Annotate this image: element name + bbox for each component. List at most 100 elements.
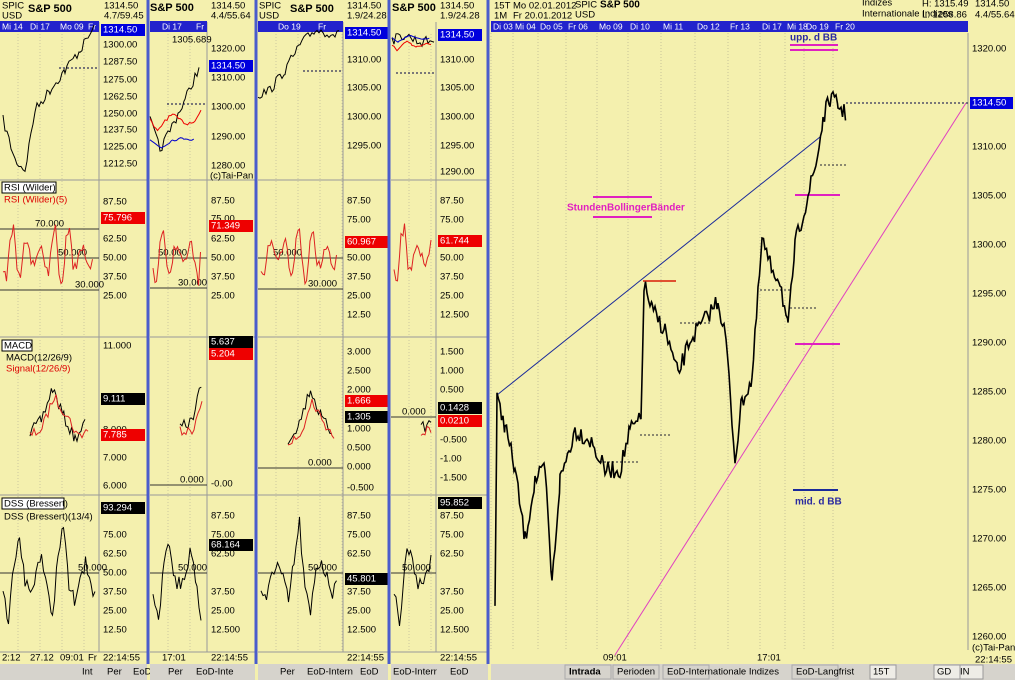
price-box-bg	[970, 97, 1013, 109]
tab-label[interactable]: Intrada	[569, 667, 601, 678]
tab-label[interactable]: EoD	[360, 667, 379, 678]
macd-tick-label: 1.000	[440, 366, 464, 377]
tab-label[interactable]: EoD	[450, 667, 469, 678]
dss-tick-label: 12.500	[211, 625, 240, 636]
dss-tick-label: 37.50	[103, 587, 127, 598]
macd-tick-label: 11.000	[103, 341, 131, 352]
time-label: 27.12	[30, 653, 54, 664]
signal-legend: Signal(12/26/9)	[6, 364, 70, 375]
header-last: 1314.50	[975, 0, 1009, 10]
trace	[420, 419, 432, 432]
trace	[494, 89, 847, 606]
header-currency: USD	[259, 11, 279, 22]
macd-tick-label: -1.500	[440, 473, 467, 484]
header-high: H: 1315.49	[922, 0, 968, 10]
day-label: Mi 11	[663, 21, 683, 31]
trace	[179, 386, 202, 429]
macd-box: 9.111	[103, 394, 125, 405]
macd-box: 0.0210	[440, 416, 469, 427]
price-tick-label: 1290.00	[440, 167, 474, 178]
price-tick-label: 1290.00	[972, 338, 1006, 349]
tab-label[interactable]: Per	[107, 667, 122, 678]
header-symbol: SPIC	[2, 1, 24, 12]
macd-tick-label: 2.500	[347, 366, 371, 377]
tab-label[interactable]: Int	[82, 667, 93, 678]
macd-tick-label: -1.00	[440, 454, 462, 465]
price-tick-label: 1280.00	[972, 436, 1006, 447]
tab-label[interactable]: EoD-Internationale Indizes	[667, 667, 779, 678]
clock: 22:14:55	[211, 653, 248, 664]
rsi-box: 75.796	[103, 213, 132, 224]
tab[interactable]	[612, 664, 660, 680]
price-box-bg	[101, 24, 145, 36]
rsi-tick-label: 37.50	[103, 272, 127, 283]
tab-label[interactable]: Per	[280, 667, 295, 678]
dss-tick-label: 87.50	[347, 511, 371, 522]
dss-tick-label: 37.50	[347, 587, 371, 598]
trace	[391, 35, 430, 43]
tab-label[interactable]: EoD-Inte	[196, 667, 234, 678]
dss-tick-label: 50.00	[103, 568, 127, 579]
trace	[260, 516, 337, 616]
tab-label[interactable]: Per	[168, 667, 183, 678]
trace	[2, 224, 93, 285]
price-tick-label: 1305.00	[347, 83, 381, 94]
tab[interactable]	[662, 664, 710, 680]
macd-box-bg	[209, 336, 253, 348]
macd-tick-label: 0.000	[347, 462, 371, 473]
column-separator	[146, 0, 150, 664]
tab-label[interactable]: EoD	[133, 667, 152, 678]
price-tick-label: 1237.50	[103, 125, 137, 136]
rsi-level-label: 50.000	[158, 248, 187, 259]
day-strip	[150, 21, 207, 32]
day-label: Fr 13	[730, 21, 750, 31]
price-tick-label: 1265.00	[972, 583, 1006, 594]
rsi-tick-label: 62.50	[103, 234, 127, 245]
price-tick-label: 1320.00	[211, 44, 245, 55]
tab[interactable]	[564, 664, 612, 680]
macd-tick-label: 0.500	[440, 385, 464, 396]
rsi-tick-label: 87.50	[440, 196, 464, 207]
dss-box-bg	[209, 539, 253, 551]
tab[interactable]	[791, 664, 839, 680]
macd-tick-label: -0.500	[347, 483, 374, 494]
price-tick-label: 1212.50	[103, 159, 137, 170]
header-interval: 15T	[494, 1, 511, 12]
day-label: Do 19	[278, 21, 301, 31]
dss-tick-label: 87.50	[211, 511, 235, 522]
rsi-tick-label: 25.00	[103, 291, 127, 302]
tab-label[interactable]: EoD-Langfrist	[796, 667, 854, 678]
rsi-tick-label: 37.50	[211, 272, 235, 283]
day-label: Mi 18	[787, 21, 808, 31]
tab-label[interactable]: Perioden	[617, 667, 655, 678]
tab-label[interactable]: EoD-Intern	[307, 667, 353, 678]
rsi-tick-label: 75.00	[211, 214, 235, 225]
dss-tick-label: 75.00	[103, 530, 127, 541]
status-label[interactable]: IN	[960, 667, 970, 678]
status-box[interactable]	[869, 664, 897, 680]
trace	[287, 398, 335, 446]
macd-box: 7.785	[103, 430, 127, 441]
tab-label[interactable]: EoD-Interr	[393, 667, 437, 678]
header-change: 1.9/24.28	[347, 11, 387, 22]
status-label[interactable]: 15T	[873, 667, 890, 678]
macd-tick-label: 2.000	[347, 385, 371, 396]
price-box: 1314.50	[211, 61, 245, 72]
status-label[interactable]: GD	[937, 667, 951, 678]
dss-box: 95.852	[440, 498, 469, 509]
rsi-level-label: 30.000	[178, 278, 207, 289]
status-box[interactable]	[933, 664, 961, 680]
day-label: Di 17	[30, 21, 50, 31]
trace	[420, 425, 432, 436]
price-tick-label: 1320.00	[972, 44, 1006, 55]
macd-box-bg	[438, 415, 482, 427]
rsi-title: RSI (Wilder)	[4, 183, 56, 194]
header-low: L: 1258.86	[922, 10, 967, 21]
dss-tick-label: 87.50	[440, 511, 464, 522]
day-label: Di 10	[630, 21, 650, 31]
dss-box-bg	[438, 497, 482, 509]
time-label: 09:01	[603, 653, 627, 664]
macd-tick-label: 1.500	[440, 347, 464, 358]
trace	[393, 223, 432, 282]
